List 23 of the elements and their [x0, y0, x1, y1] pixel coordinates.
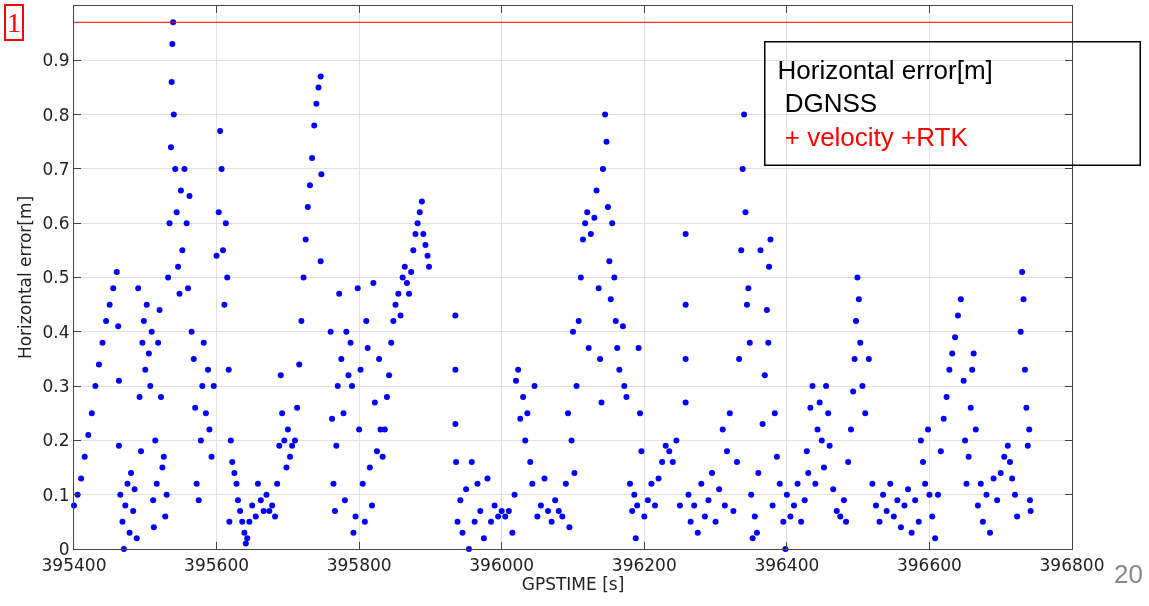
y-tick-label: 0.8 [42, 104, 70, 125]
text: 20 [1114, 559, 1143, 589]
y-tick-label: 0.2 [42, 430, 70, 451]
annotation: DGNSS [777, 88, 878, 119]
x-tick-label: 396800 [1039, 554, 1105, 575]
text: 1 [7, 7, 21, 38]
x-tick-label: 396000 [469, 554, 535, 575]
x-tick-label: 396600 [896, 554, 962, 575]
x-tick-label: 396200 [611, 554, 677, 575]
annotation: + velocity +RTK [777, 122, 969, 153]
annotation: Horizontal error[m] [777, 54, 993, 85]
y-tick-label: 0.5 [42, 267, 70, 288]
y-tick-label: 0.4 [42, 321, 70, 342]
y-tick-label: 0.3 [42, 376, 70, 397]
y-tick-label: 0.7 [42, 158, 70, 179]
x-tick-label: 395600 [184, 554, 250, 575]
x-tick-label: 396400 [754, 554, 820, 575]
y-tick-label: 0.6 [42, 213, 70, 234]
x-axis-title: GPSTIME [s] [521, 574, 625, 595]
y-tick-label: 0.9 [42, 50, 70, 71]
x-tick-label: 395800 [326, 554, 392, 575]
y-tick-label: 0.1 [42, 484, 70, 505]
y-axis-title: Horizontal error[m] [15, 195, 35, 360]
